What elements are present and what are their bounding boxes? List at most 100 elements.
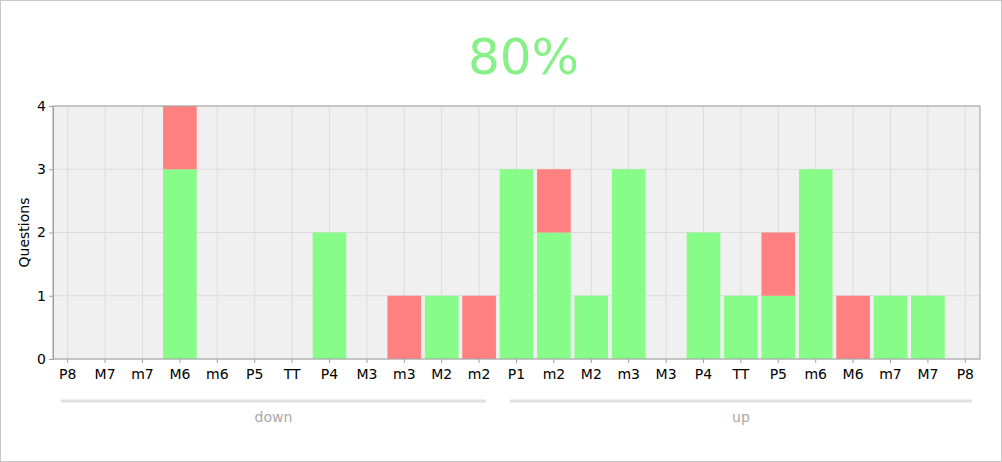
tick-label: P5 <box>770 366 787 382</box>
tick-label: M2 <box>431 366 452 382</box>
tick: M7 <box>95 359 116 382</box>
bar <box>500 169 534 359</box>
bars <box>163 106 945 359</box>
x-axis: P8M7m7M6m6P5TTP4M3m3M2m2P1m2M2m3M3P4TTP5… <box>50 359 985 382</box>
tick-label: m6 <box>206 366 229 382</box>
bar <box>799 169 833 359</box>
tick-label: TT <box>283 366 301 382</box>
background <box>1 1 1002 462</box>
bar <box>687 233 721 360</box>
grid-line <box>105 106 106 359</box>
bar <box>724 295 758 296</box>
tick-mark <box>703 359 704 363</box>
tick-label: m2 <box>468 366 491 382</box>
bar <box>911 295 945 296</box>
tick-mark <box>49 106 53 107</box>
tick-label: P4 <box>695 366 712 382</box>
bar <box>687 232 721 233</box>
tick-mark <box>965 359 966 363</box>
tick-mark <box>815 359 816 363</box>
tick-mark <box>179 359 180 363</box>
bar <box>612 169 646 359</box>
axis-title: Questions <box>16 198 32 268</box>
group-line <box>510 400 972 403</box>
bar <box>163 106 197 169</box>
tick-mark <box>49 169 53 170</box>
tick-mark <box>254 359 255 363</box>
tick-label: m2 <box>543 366 566 382</box>
tick-mark <box>553 359 554 363</box>
axis-line <box>50 360 985 364</box>
tick: TT <box>283 359 301 382</box>
tick-label: TT <box>731 366 749 382</box>
bar <box>425 295 459 296</box>
bar <box>874 296 908 359</box>
tick-mark <box>49 296 53 297</box>
tick: m7 <box>879 359 902 382</box>
group-label: up <box>732 409 750 425</box>
tick: 4 <box>37 98 53 114</box>
tick-label: 4 <box>37 98 46 114</box>
tick: TT <box>731 359 749 382</box>
tick-mark <box>628 359 629 363</box>
tick: 2 <box>37 224 53 240</box>
bar <box>537 233 571 360</box>
group-line <box>61 400 486 403</box>
tick-mark <box>142 359 143 363</box>
tick-label: m3 <box>617 366 640 382</box>
tick-label: 0 <box>37 351 46 367</box>
tick: 1 <box>37 288 53 304</box>
grid-line <box>217 106 218 359</box>
tick-label: M7 <box>95 366 116 382</box>
tick-mark <box>292 359 293 363</box>
bar <box>537 169 571 232</box>
tick: m2 <box>468 359 491 382</box>
grid <box>53 106 980 359</box>
bar <box>387 296 421 359</box>
title: 80% <box>468 28 579 86</box>
tick-mark <box>740 359 741 363</box>
bar <box>462 296 496 359</box>
tick-mark <box>441 359 442 363</box>
tick-mark <box>366 359 367 363</box>
grid-line <box>666 106 667 359</box>
tick-label: 2 <box>37 224 46 240</box>
tick-label: P4 <box>321 366 338 382</box>
bar <box>761 233 795 296</box>
bar <box>836 296 870 359</box>
grid-line <box>254 106 255 359</box>
tick-label: P8 <box>59 366 76 382</box>
plot-area <box>53 106 980 359</box>
tick: M6 <box>169 359 190 382</box>
grid-line <box>292 106 293 359</box>
tick: P8 <box>957 359 974 382</box>
tick-label: P8 <box>957 366 974 382</box>
tick: P8 <box>59 359 76 382</box>
tick: m7 <box>131 359 154 382</box>
tick: M7 <box>917 359 938 382</box>
tick: M2 <box>431 359 452 382</box>
tick-mark <box>927 359 928 363</box>
tick: M3 <box>356 359 377 382</box>
tick-label: M3 <box>656 366 677 382</box>
tick-mark <box>49 359 53 360</box>
y-axis: 01234 <box>37 98 53 367</box>
tick: m3 <box>617 359 640 382</box>
axis-line <box>49 107 54 360</box>
tick-label: M3 <box>356 366 377 382</box>
tick-label: m7 <box>131 366 154 382</box>
tick-mark <box>890 359 891 363</box>
chart: 01234P8M7m7M6m6P5TTP4M3m3M2m2P1m2M2m3M3P… <box>0 0 1002 462</box>
tick-mark <box>67 359 68 363</box>
tick: 0 <box>37 351 53 367</box>
tick-label: 1 <box>37 288 46 304</box>
tick-mark <box>591 359 592 363</box>
tick-label: M2 <box>581 366 602 382</box>
tick-mark <box>479 359 480 363</box>
tick-mark <box>217 359 218 363</box>
tick: m6 <box>804 359 827 382</box>
tick-mark <box>853 359 854 363</box>
bar <box>612 169 646 170</box>
bar <box>574 296 608 359</box>
grid-line <box>67 106 68 359</box>
